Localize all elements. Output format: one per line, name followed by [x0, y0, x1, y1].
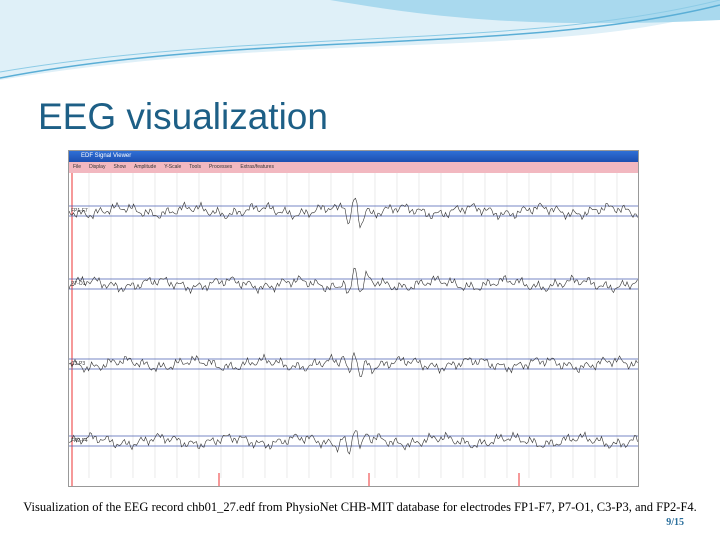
channel-label: FP1-F7 — [71, 208, 88, 214]
menu-bar: File Display Show Amplitude Y-Scale Tools Proc… — [69, 162, 638, 173]
eeg-trace — [68, 351, 638, 377]
page-number: 9/15 — [666, 517, 684, 528]
caption: Visualization of the EEG record chb01_27… — [23, 500, 697, 514]
menu-item[interactable]: Tools — [189, 164, 201, 170]
slide-title: EEG visualization — [38, 96, 328, 137]
menu-item[interactable]: Extras/features — [240, 164, 274, 170]
menu-item[interactable]: Amplitude — [133, 164, 157, 170]
menu-item[interactable]: Display — [89, 164, 106, 170]
eeg-trace — [68, 430, 638, 455]
channel-label: C3-P3 — [71, 361, 85, 367]
channel-label: FP2-F4 — [71, 438, 88, 444]
menu-item[interactable]: Y-Scale — [164, 164, 182, 170]
screenshot: EDF Signal Viewer File Display Show Amplitu… — [68, 150, 639, 487]
menu-item[interactable]: Processes — [208, 164, 233, 170]
header-swoosh — [0, 0, 720, 80]
eeg-trace — [68, 267, 638, 295]
channel-label: P7-O1 — [71, 281, 86, 287]
menu-item[interactable]: Show — [113, 164, 126, 170]
menu-item[interactable]: File — [73, 164, 82, 170]
eeg-trace — [68, 197, 638, 229]
signal-plot: FP1-F7 P7-O1 C3-P3 FP2-F4 — [68, 173, 638, 486]
window-title: EDF Signal Viewer — [69, 151, 638, 162]
